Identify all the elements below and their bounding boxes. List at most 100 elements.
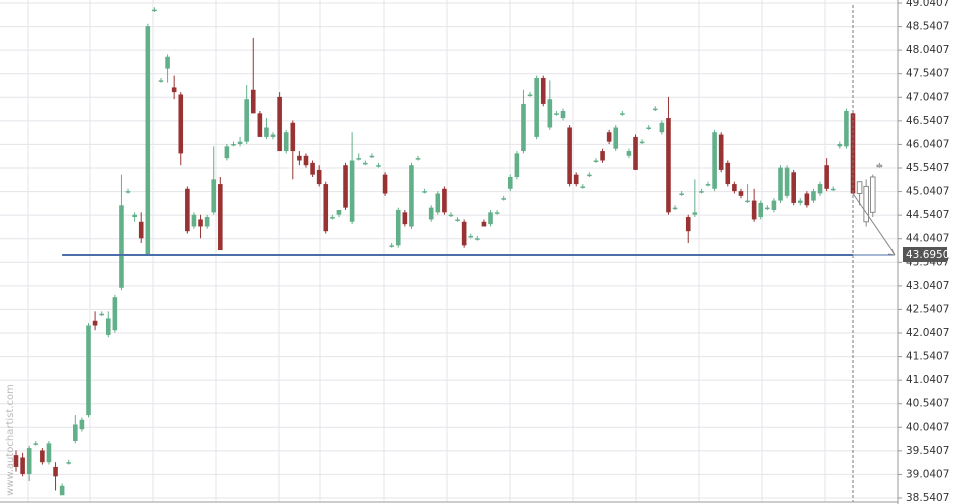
candle-body (606, 132, 612, 142)
candle-body (811, 191, 816, 201)
candle-body (428, 207, 434, 220)
candle-body (613, 127, 619, 149)
candle-body (804, 193, 810, 206)
time-grid (27, 0, 826, 502)
candle-body (725, 162, 731, 185)
candle-body (73, 424, 78, 441)
candle-body (264, 127, 269, 137)
support-label-box (903, 247, 947, 263)
candle-body (461, 221, 467, 246)
candle-body (297, 155, 302, 161)
candle-body (316, 169, 322, 185)
candle-body (211, 179, 217, 213)
y-tick-label: 39.0407 (906, 468, 949, 480)
candle-body (587, 174, 592, 177)
candle-body (13, 455, 19, 467)
candle-body (198, 219, 203, 227)
y-tick-label: 49.0407 (906, 0, 949, 9)
forecast-arrow (852, 193, 896, 256)
candle-body (389, 245, 394, 247)
candle-body (758, 202, 764, 218)
candle-body (554, 113, 559, 115)
candle-body (573, 174, 579, 185)
candle-body (86, 325, 91, 416)
candle-body (66, 462, 72, 464)
candle-body (283, 132, 289, 152)
y-axis: 38.5407 39.0407 39.5407 40.0407 40.5407 41.04… (898, 0, 949, 504)
candle-body (79, 419, 85, 430)
candle-body (791, 172, 796, 203)
candle-body (435, 193, 441, 213)
candle-body (699, 191, 704, 193)
y-tick-label: 47.5407 (906, 68, 949, 80)
candle-body (330, 217, 335, 219)
candle-body (494, 212, 500, 214)
candle-body (356, 158, 362, 160)
forecast-body (856, 181, 863, 194)
candle-body (488, 212, 493, 225)
candle-body (105, 318, 111, 335)
plot-area (0, 0, 898, 504)
candle-body (844, 110, 849, 147)
candle-body (778, 167, 783, 201)
candle-body (402, 212, 408, 225)
candle-body (46, 443, 52, 463)
candle-body (448, 214, 454, 217)
candle-body (527, 94, 533, 96)
candle-body (567, 127, 572, 185)
candle-body (817, 184, 823, 194)
y-tick-label: 39.5407 (906, 445, 949, 457)
candle-body (501, 198, 507, 200)
candle-body (20, 457, 25, 474)
y-tick-label: 44.5407 (906, 209, 949, 221)
marks (13, 7, 896, 496)
candle-body (692, 212, 698, 215)
candle-body (231, 143, 236, 146)
candle-body (422, 191, 427, 193)
candle-body (376, 165, 381, 167)
candle-body (178, 94, 184, 154)
y-tick-label: 43.0407 (906, 280, 949, 292)
candle-body (547, 99, 553, 128)
watermark: www.autochartist.com (5, 384, 16, 496)
y-tick-label: 41.5407 (906, 351, 949, 363)
candle-body (639, 141, 645, 144)
candle-body (455, 219, 460, 221)
y-tick-label: 48.5407 (906, 21, 949, 33)
candle-body (362, 162, 368, 165)
candle-body (409, 165, 414, 227)
candle-body (145, 26, 151, 255)
candle-body (507, 176, 513, 189)
candle-body (534, 77, 539, 137)
candle-body (204, 217, 210, 227)
y-tick-label: 42.5407 (906, 303, 949, 315)
candle-body (119, 205, 124, 288)
candle-body (784, 167, 790, 196)
candle-body (92, 320, 98, 326)
candle-body (395, 209, 401, 246)
y-tick-label: 46.5407 (906, 115, 949, 127)
candle-body (343, 165, 348, 208)
candle-body (593, 160, 599, 162)
candle-body (218, 184, 223, 251)
candle-body (685, 217, 691, 232)
candle-body (112, 297, 118, 331)
y-tick-label: 44.0407 (906, 233, 949, 245)
candle-body (40, 450, 45, 463)
candle-body (138, 221, 144, 239)
y-tick-label: 40.5407 (906, 398, 949, 410)
candle-body (718, 134, 724, 170)
candle-body (277, 96, 282, 152)
candle-body (830, 188, 836, 191)
candle-body (369, 155, 375, 158)
candle-body (415, 158, 421, 160)
candle-body (738, 191, 744, 196)
candle-body (99, 313, 104, 316)
y-tick-label: 41.0407 (906, 374, 949, 386)
candle-body (250, 89, 256, 114)
y-tick-label: 38.5407 (906, 492, 949, 504)
candle-body (672, 207, 678, 210)
forecast-body (876, 164, 883, 168)
candle-body (33, 443, 39, 445)
